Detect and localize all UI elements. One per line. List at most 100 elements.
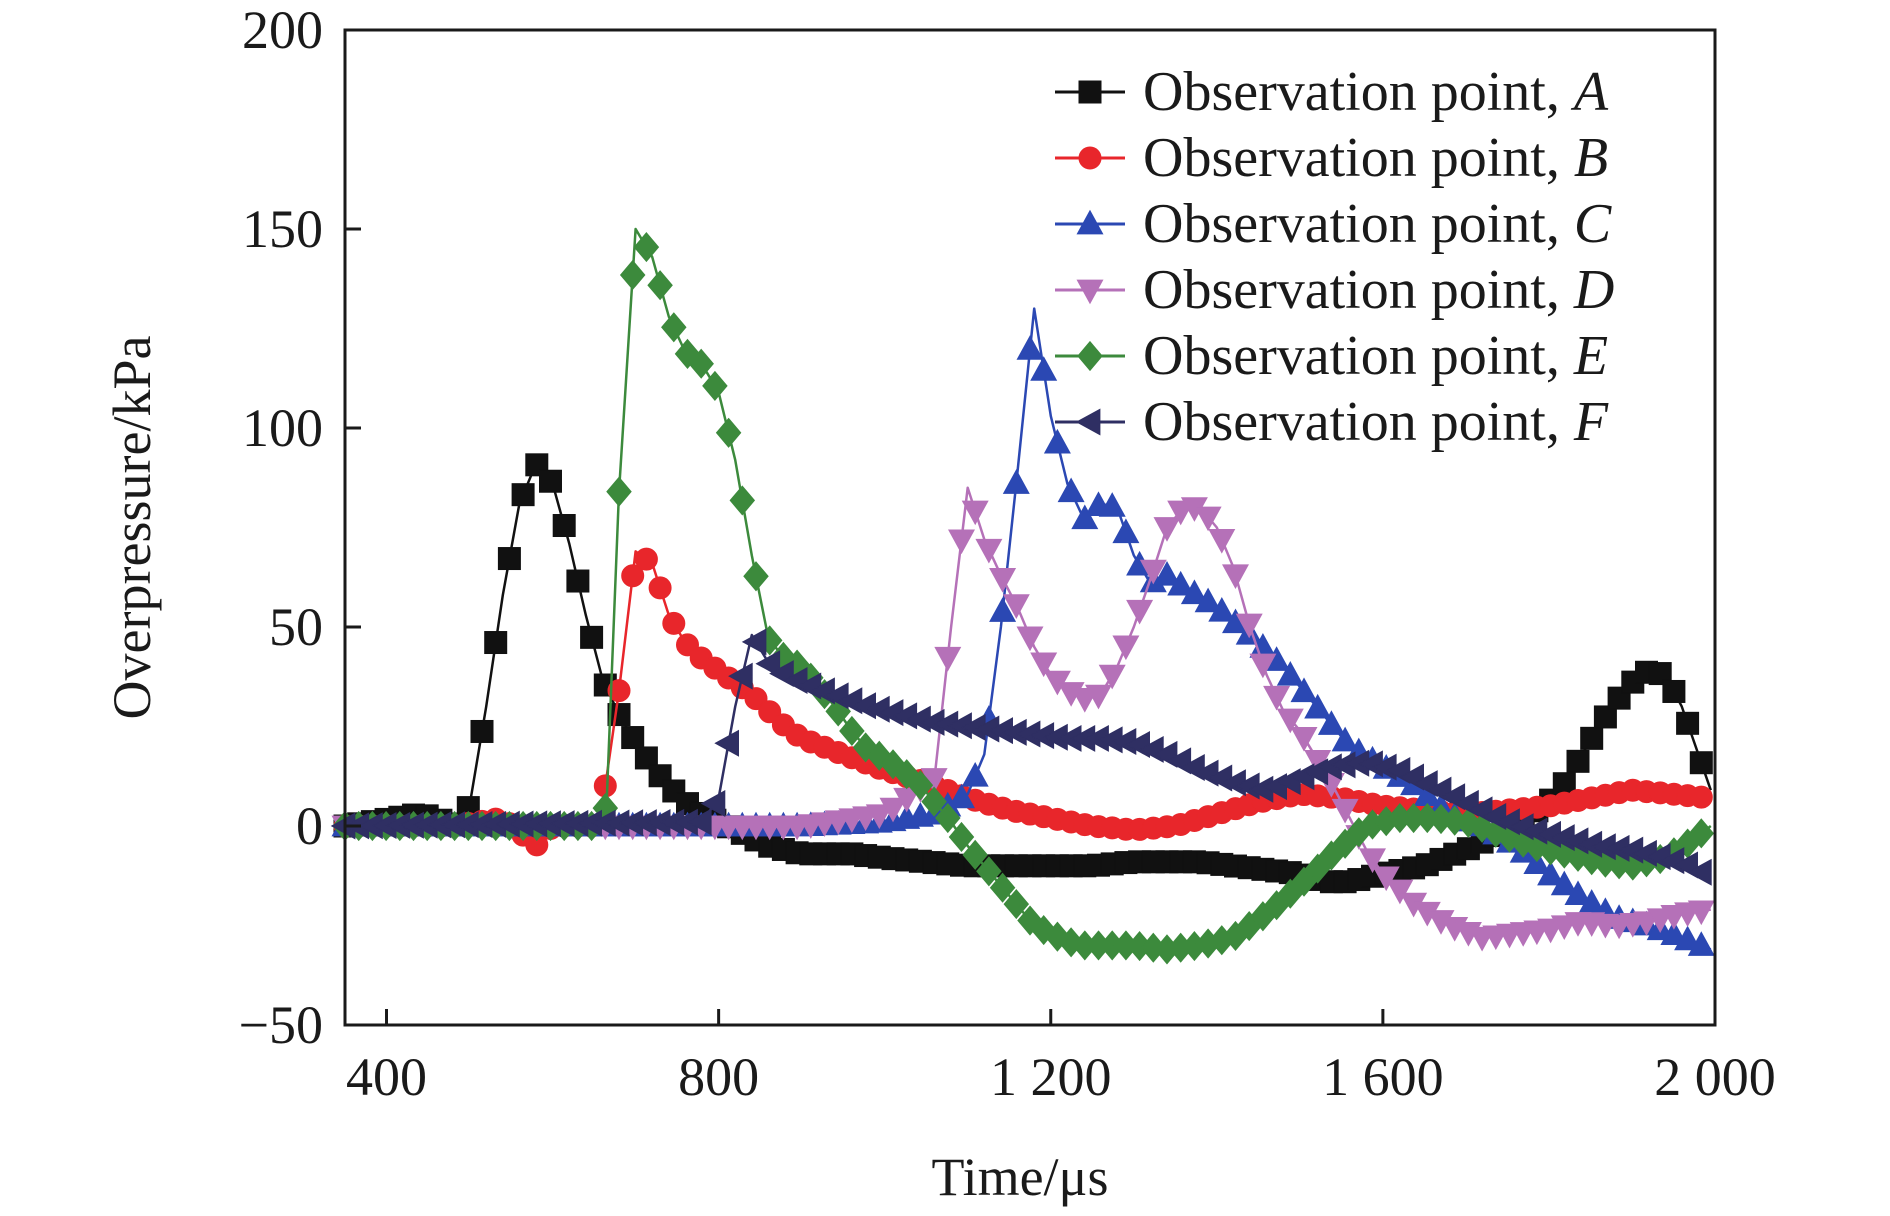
x-axis: 400 800 1 200 1 600 2 000 [346,1009,1776,1107]
data-point [688,348,714,379]
data-point [700,790,726,818]
data-point [948,529,975,555]
x-tick-label: 1 200 [990,1047,1112,1107]
data-point [1687,900,1715,926]
legend-label: Observation point, A [1143,61,1609,123]
legend-label: Observation point, D [1143,259,1614,321]
data-point [1331,726,1359,752]
data-point [1098,492,1126,517]
data-point [852,732,879,763]
data-point [539,469,562,493]
y-tick-label: 0 [296,796,323,856]
data-point [1153,561,1181,586]
legend-label-prefix: Observation point, [1143,193,1574,255]
data-point [648,576,672,600]
data-point [1180,579,1208,605]
legend-label-prefix: Observation point, [1143,325,1574,387]
data-point [989,597,1017,622]
x-tick-label: 800 [678,1047,759,1107]
legend-item: Observation point, E [1055,325,1608,387]
data-point [1167,570,1195,596]
data-point [715,417,742,448]
data-point [1194,506,1222,532]
legend-label: Observation point, F [1143,391,1609,453]
data-point [1194,587,1222,613]
data-point [1372,866,1400,892]
data-point [1222,564,1249,590]
data-point [1550,870,1578,896]
legend-label-suffix: D [1573,259,1614,321]
data-point [1662,679,1686,703]
legend-item: Observation point, A [1055,61,1609,123]
data-point [552,514,576,538]
data-point [1139,559,1167,585]
data-point [1290,727,1318,752]
y-tick-label: 50 [269,597,323,657]
data-point [1580,726,1604,750]
legend-label: Observation point, B [1143,127,1608,189]
data-point [580,625,604,649]
legend-marker [1075,408,1101,436]
data-point [1126,599,1154,625]
plot-frame [343,28,1717,1027]
y-tick-label: 100 [242,398,323,458]
data-point [619,259,646,291]
data-point [647,270,673,301]
data-point [1676,711,1700,735]
data-point [484,631,508,655]
data-point [1593,705,1617,729]
legend-marker [1077,340,1103,372]
data-point [989,872,1016,903]
data-point [921,786,947,817]
data-point [741,628,767,656]
legend-label-suffix: A [1570,61,1609,123]
data-point [1276,708,1304,734]
data-point [606,476,632,507]
y-tick-label: 150 [242,199,323,259]
data-point [879,797,907,823]
data-point [1276,661,1304,686]
legend-label-prefix: Observation point, [1143,391,1574,453]
legend-item: Observation point, C [1055,193,1612,255]
data-point [961,762,989,787]
data-point [1689,751,1713,775]
data-point [1098,664,1126,690]
data-point [1566,749,1590,773]
data-point [1002,469,1030,494]
series-f [330,628,1712,886]
data-point [607,679,631,703]
data-point [728,662,753,690]
data-point [1689,785,1713,809]
data-point [1249,653,1277,679]
data-point [1030,652,1058,678]
data-point [1002,594,1030,619]
data-point [1648,662,1672,686]
legend-marker [1076,279,1104,305]
data-point [1537,860,1565,886]
x-tick-label: 2 000 [1654,1047,1776,1107]
data-point [1359,848,1386,874]
data-point [865,804,893,830]
data-point [1016,626,1044,652]
data-point [961,500,989,526]
data-point [686,808,712,836]
data-point [976,856,1002,887]
legend-marker [1078,146,1102,170]
legend-label-prefix: Observation point, [1143,61,1574,123]
data-point [470,719,494,743]
data-point [661,312,687,343]
data-point [1071,504,1099,530]
y-tick-label: 200 [242,0,323,60]
data-point [634,547,658,571]
y-axis: −50 0 50 100 150 200 [239,0,361,1055]
data-point [866,740,893,771]
data-point [1304,693,1332,719]
data-point [1687,931,1715,956]
data-point [1153,517,1181,542]
data-point [743,561,769,592]
data-point [1043,428,1071,454]
data-point [989,568,1017,593]
data-point [948,783,975,809]
data-point [621,726,645,750]
